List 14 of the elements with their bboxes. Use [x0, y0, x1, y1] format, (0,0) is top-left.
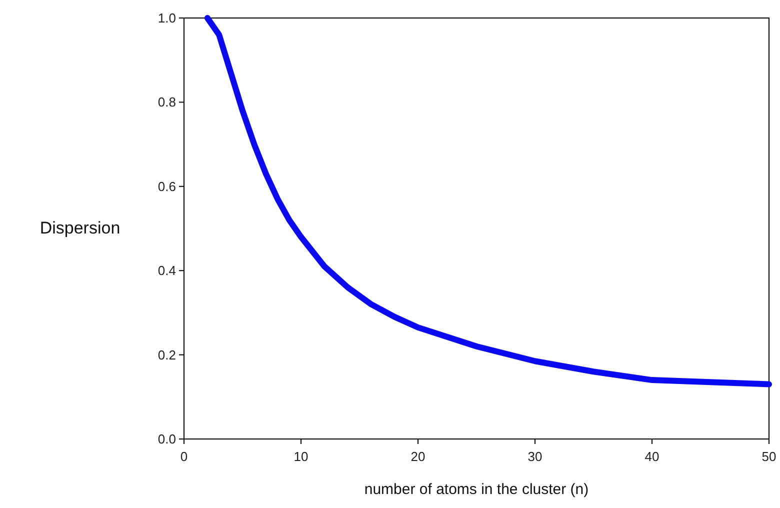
x-tick-label: 20 [410, 449, 426, 464]
y-tick-label: 1.0 [158, 10, 176, 26]
y-tick-label: 0.0 [158, 432, 176, 446]
x-axis-title: number of atoms in the cluster (n) [364, 481, 589, 498]
x-tick-label: 0 [180, 449, 188, 464]
y-tick-label: 0.6 [158, 178, 176, 194]
x-tick-label: 10 [294, 449, 308, 464]
y-tick-label: 0.2 [158, 347, 176, 362]
y-axis-title: Dispersion [40, 218, 120, 238]
x-tick-label: 30 [528, 449, 542, 464]
y-tick-label: 0.4 [158, 263, 176, 278]
x-tick-label: 40 [644, 449, 660, 464]
y-tick-label: 0.8 [158, 94, 176, 110]
x-tick-label: 50 [762, 449, 776, 464]
